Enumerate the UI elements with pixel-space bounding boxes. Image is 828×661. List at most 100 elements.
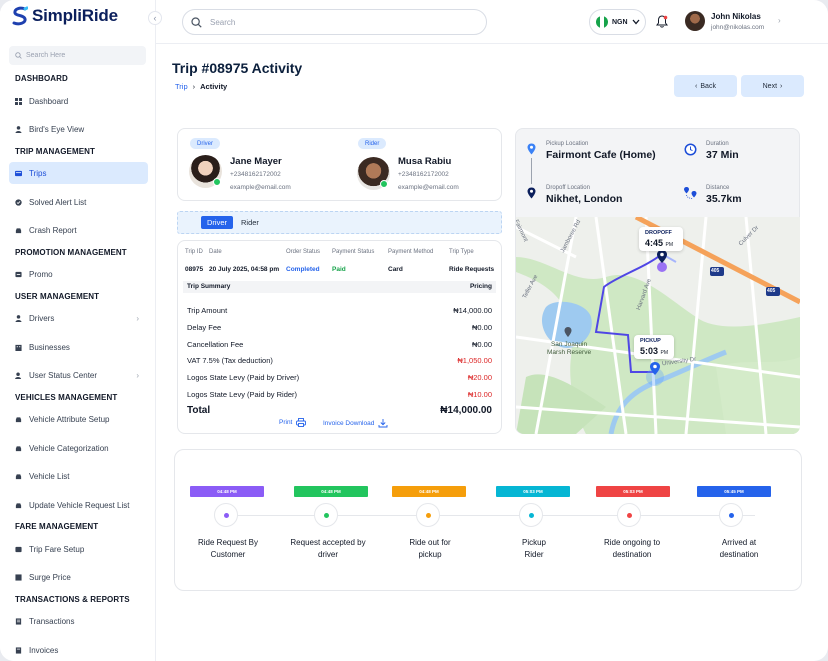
fee-value: ₦14,000.00 [453,306,492,315]
step-label-line: Ride out for [409,538,451,547]
step-label-line: Ride Request By [197,538,259,547]
sidebar-item-user-status-center[interactable]: User Status Center › [9,364,148,386]
print-button[interactable]: Print [279,418,307,427]
global-search[interactable]: Search [182,9,487,35]
fee-label: Trip Amount [187,306,228,315]
cell-trip-type: Ride Requests [449,266,495,273]
duration-label: Duration [706,141,729,147]
sidebar-item-update-vehicle-request-list[interactable]: Update Vehicle Request List [9,494,148,516]
online-status-icon [213,178,221,186]
header-trip-id: Trip ID [185,249,203,255]
driver-tag: Driver [190,138,220,149]
timeline-dot [617,503,641,527]
dropoff-pin-icon [527,187,536,199]
sidebar-item-surge-price[interactable]: Surge Price [9,566,148,588]
car-icon [15,473,22,479]
timeline-line [215,515,755,516]
park-label-line: San Joaquin [550,341,588,348]
sidebar-item-label: Update Vehicle Request List [29,500,130,510]
person-icon [15,125,22,133]
sidebar-item-vehicle-attribute-setup[interactable]: Vehicle Attribute Setup [9,408,148,430]
park-label: San Joaquin Marsh Reserve [547,341,591,357]
receipt-icon [15,617,22,625]
sidebar-item-businesses[interactable]: Businesses [9,336,148,358]
brand-logo[interactable]: SimpliRide [12,6,118,26]
back-button[interactable]: ‹ Back [674,75,737,97]
currency-code: NGN [612,18,628,26]
back-label: Back [700,82,716,90]
collapse-sidebar-button[interactable]: ‹ [148,11,162,25]
grid-icon [15,97,22,105]
driver-email: example@email.com [230,184,291,191]
step-label-line: Arrived at [721,538,757,547]
user-avatar[interactable] [685,11,705,31]
currency-selector[interactable]: NGN [589,9,646,35]
sidebar-search[interactable]: Search Here [9,46,146,65]
sidebar-item-birds-eye-view[interactable]: Bird's Eye View [9,118,148,140]
dropoff-time-ampm: PM [665,242,674,248]
timeline-time-badge: 04:48 PM [190,486,264,497]
sidebar-item-crash-report[interactable]: Crash Report [9,219,148,241]
tag-icon [15,271,22,277]
header-date: Date [209,249,222,255]
trips-icon [15,170,22,176]
route-map[interactable]: DROPOFF 4:45 PM PICKUP 5:03 PM San Joaqu… [516,217,800,434]
highway-shield: 405 [711,268,720,274]
bell-icon[interactable] [656,15,668,28]
timeline-step-label: Ride ongoing to destination [577,537,687,561]
chevron-right-icon: › [136,370,139,380]
park-label-line: Marsh Reserve [547,349,592,356]
timeline-time-badge: 04:48 PM [294,486,368,497]
chevron-right-icon[interactable]: › [778,16,781,25]
breadcrumb: Trip › Activity [175,82,227,91]
sidebar-item-label: Trips [29,168,47,178]
sidebar-item-dashboard[interactable]: Dashboard [9,90,148,112]
tab-driver[interactable]: Driver [201,216,233,229]
logo-icon [12,6,28,26]
sidebar-item-label: Trip Fare Setup [29,544,85,554]
step-label-line: Pickup [521,538,546,547]
sidebar-item-label: Vehicle List [29,471,70,481]
printer-icon [296,418,307,427]
pickup-time: 5:03 PM [640,346,668,356]
timeline-step-label: Pickup Rider [479,537,589,561]
sidebar-item-transactions[interactable]: Transactions [9,610,148,632]
sidebar-item-promo[interactable]: Promo [9,263,148,285]
sidebar-item-drivers[interactable]: Drivers › [9,307,148,329]
section-promotion-management: PROMOTION MANAGEMENT [15,248,127,257]
trip-summary-label: Trip Summary [187,283,231,290]
check-circle-icon [15,198,22,206]
sidebar-item-invoices[interactable]: Invoices [9,639,148,661]
sidebar-item-vehicle-list[interactable]: Vehicle List [9,465,148,487]
car-icon [15,227,22,233]
dropoff-time-value: 4:45 [645,238,664,248]
duration-value: 37 Min [706,149,739,161]
sidebar: SimpliRide ‹ Search Here DASHBOARD Dashb… [0,0,162,661]
sidebar-item-solved-alert-list[interactable]: Solved Alert List [9,191,148,213]
tab-rider[interactable]: Rider [241,218,259,227]
fee-label: Cancellation Fee [187,340,244,349]
breadcrumb-trip[interactable]: Trip [175,82,188,91]
pickup-pin-icon [527,143,536,155]
sidebar-item-trip-fare-setup[interactable]: Trip Fare Setup [9,538,148,560]
breadcrumb-current: Activity [200,82,228,91]
next-button[interactable]: Next › [741,75,804,97]
sidebar-item-trips[interactable]: Trips [9,162,148,184]
download-icon [378,419,388,428]
trip-timeline [174,449,802,591]
trip-details-card [177,240,502,434]
dropoff-time: 4:45 PM [645,238,673,248]
page-title: Trip #08975 Activity [172,60,303,76]
next-label: Next [762,82,778,90]
invoice-download-button[interactable]: Invoice Download [323,418,388,428]
section-transactions-reports: TRANSACTIONS & REPORTS [15,595,130,604]
chevron-down-icon [632,19,640,25]
pickup-callout: PICKUP 5:03 PM [634,335,674,359]
fee-value: ₦0.00 [471,340,492,349]
sidebar-item-vehicle-categorization[interactable]: Vehicle Categorization [9,437,148,459]
step-label-line: destination [612,550,652,559]
cell-order-status: Completed [286,266,320,273]
distance-label: Distance [706,185,730,191]
nigeria-flag-icon [596,16,608,28]
sidebar-search-placeholder: Search Here [26,52,66,59]
